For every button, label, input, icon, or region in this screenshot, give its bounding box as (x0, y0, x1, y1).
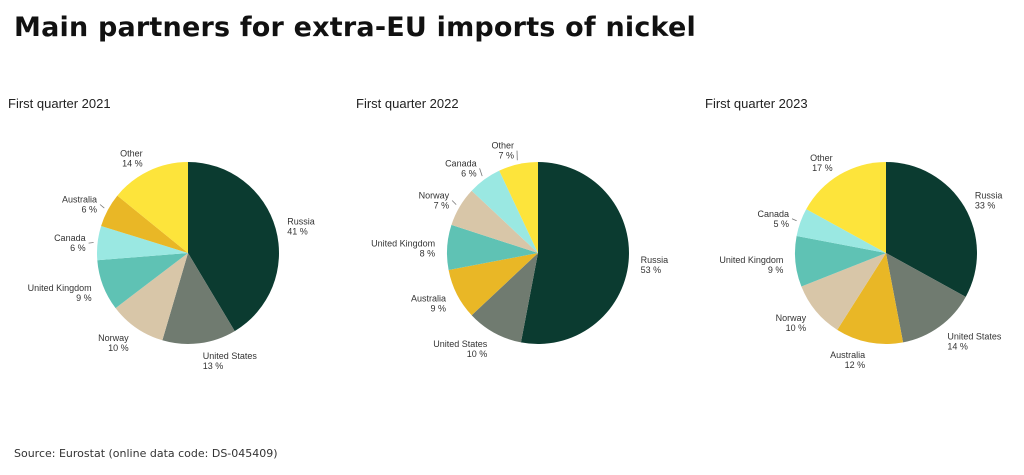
slice-label: Other (120, 148, 143, 158)
slice-label: Russia (975, 191, 1003, 201)
source-note: Source: Eurostat (online data code: DS-0… (14, 447, 278, 460)
page-title: Main partners for extra-EU imports of ni… (14, 12, 696, 43)
slice-label: Norway (776, 313, 807, 323)
slice-label: United States (947, 332, 1002, 342)
leader-line (451, 200, 457, 205)
leader-line (88, 242, 94, 244)
slice-label: United States (433, 339, 488, 349)
slice-canada (97, 225, 188, 261)
slice-label: Norway (98, 333, 129, 343)
slice-norway (801, 253, 886, 330)
slice-label: Australia (62, 195, 97, 205)
slice-label: Australia (411, 294, 446, 304)
slice-united-states (471, 253, 538, 343)
slice-other (806, 162, 886, 253)
slice-value-label: 17 % (812, 163, 833, 173)
slice-label: Canada (54, 233, 86, 243)
chart-title: First quarter 2023 (705, 96, 808, 111)
slice-value-label: 14 % (947, 342, 968, 352)
slice-label: Canada (757, 209, 789, 219)
slice-value-label: 5 % (773, 219, 789, 229)
leader-line (99, 204, 105, 209)
slice-value-label: 41 % (287, 227, 308, 237)
slice-australia (448, 253, 538, 316)
slice-value-label: 7 % (498, 151, 514, 161)
slice-united-states (162, 253, 235, 344)
slice-russia (188, 162, 280, 332)
slice-value-label: 7 % (434, 201, 450, 211)
slice-value-label: 9 % (430, 304, 446, 314)
slice-value-label: 14 % (122, 158, 143, 168)
slice-canada (796, 209, 886, 253)
slice-united-states (886, 253, 966, 343)
slice-russia (886, 162, 977, 297)
slice-label: Other (491, 141, 514, 151)
slice-australia (101, 195, 188, 253)
slice-value-label: 9 % (768, 265, 784, 275)
slice-label: Russia (287, 217, 315, 227)
slice-label: Australia (830, 350, 865, 360)
slice-value-label: 6 % (70, 243, 86, 253)
slice-united-kingdom (446, 224, 538, 271)
slice-label: United Kingdom (28, 283, 92, 293)
slice-other (117, 162, 188, 253)
slice-russia (520, 162, 629, 344)
slice-label: United Kingdom (371, 238, 435, 248)
slice-label: United States (203, 351, 258, 361)
slice-value-label: 6 % (81, 205, 97, 215)
slice-value-label: 10 % (108, 343, 129, 353)
slice-australia (837, 253, 904, 345)
slice-label: Norway (419, 191, 450, 201)
slice-value-label: 13 % (203, 361, 224, 371)
slice-canada (471, 170, 538, 253)
slice-label: Other (810, 153, 833, 163)
slice-norway (451, 190, 538, 253)
slice-value-label: 33 % (975, 201, 996, 211)
chart-title: First quarter 2022 (356, 96, 459, 111)
slice-other (499, 162, 538, 253)
slice-united-kingdom (97, 253, 188, 309)
slice-label: United Kingdom (719, 255, 783, 265)
slice-united-kingdom (794, 235, 886, 287)
slice-value-label: 10 % (786, 323, 807, 333)
leader-line (791, 218, 797, 222)
slice-label: Russia (641, 255, 669, 265)
slice-value-label: 53 % (641, 265, 662, 275)
slice-value-label: 8 % (420, 248, 436, 258)
slice-value-label: 12 % (845, 360, 866, 370)
slice-value-label: 9 % (76, 293, 92, 303)
slice-value-label: 6 % (461, 168, 477, 178)
slice-label: Canada (445, 158, 477, 168)
slice-value-label: 10 % (467, 349, 488, 359)
chart-title: First quarter 2021 (8, 96, 111, 111)
leader-line (479, 168, 483, 177)
slice-norway (115, 253, 188, 341)
